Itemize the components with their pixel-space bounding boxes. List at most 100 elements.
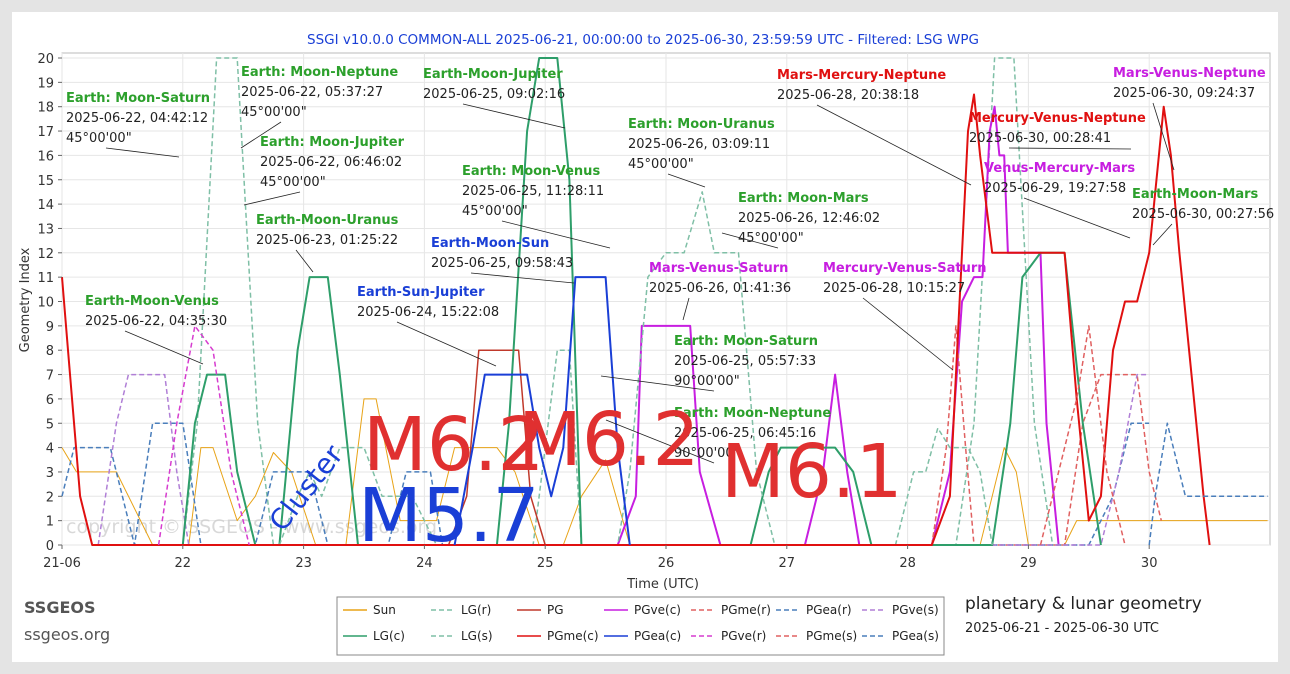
legend-item: PGve(s) [862, 603, 939, 617]
annotation: Earth-Moon-Mars 2025-06-30, 00:27:56 [1132, 187, 1274, 246]
y-tick-label: 2 [46, 490, 54, 505]
annotation-detail: 2025-06-30, 00:27:56 [1132, 207, 1274, 222]
side-range: 2025-06-21 - 2025-06-30 UTC [965, 621, 1159, 636]
y-tick-label: 3 [46, 466, 54, 481]
annotation: Venus-Mercury-Mars 2025-06-29, 19:27:58 [984, 161, 1135, 239]
annotation-title: Earth: Moon-Jupiter [260, 135, 405, 150]
legend-label: PGea(c) [634, 629, 681, 643]
y-tick-label: 18 [37, 101, 54, 116]
annotation-detail: 2025-06-25, 05:57:33 [674, 354, 816, 369]
annotation-title: Earth: Moon-Mars [738, 191, 869, 206]
annotation-detail: 45°00'00" [738, 231, 804, 246]
y-tick-label: 20 [37, 52, 54, 67]
legend-label: Sun [373, 603, 396, 617]
annotation: Mars-Venus-Neptune 2025-06-30, 09:24:37 [1113, 66, 1266, 171]
annotation-title: Earth-Moon-Uranus [256, 213, 399, 228]
series-line-sun [61, 398, 1268, 546]
annotation-title: Mercury-Venus-Saturn [823, 261, 987, 276]
annotation: Mercury-Venus-Saturn 2025-06-28, 10:15:27 [823, 261, 987, 371]
brand-name: SSGEOS [24, 598, 96, 617]
y-axis-label: Geometry Index [18, 247, 33, 352]
annotation-detail: 2025-06-26, 01:41:36 [649, 281, 791, 296]
annotation: Earth: Moon-Venus 2025-06-25, 11:28:11 45°… [462, 164, 611, 249]
annotation-detail: 2025-06-29, 19:27:58 [984, 181, 1126, 196]
magnitude-label: M6.2 [518, 397, 700, 483]
annotation-title: Earth-Moon-Venus [85, 294, 219, 309]
annotation-leader [124, 330, 204, 365]
annotation: Earth: Moon-Jupiter 2025-06-22, 06:46:02 4… [243, 135, 405, 206]
series-line-pgve-c [616, 105, 1060, 546]
annotation: Earth: Moon-Uranus 2025-06-26, 03:09:11 45… [628, 117, 775, 188]
annotation-detail: 2025-06-25, 09:58:43 [431, 256, 573, 271]
annotation-detail: 45°00'00" [241, 105, 307, 120]
y-tick-label: 15 [37, 174, 54, 189]
annotation-leader [240, 121, 282, 149]
annotation-leader [295, 249, 314, 273]
series-line-lg-c [98, 57, 1102, 546]
legend-item: PGve(r) [691, 629, 766, 643]
magnitude-label: M6.2 [363, 402, 545, 488]
legend-item: Sun [343, 603, 396, 617]
series-line-pgme-s [1039, 325, 1126, 546]
series-line-pgve-r [157, 325, 250, 546]
annotation: Mercury-Venus-Neptune 2025-06-30, 00:28:4… [969, 111, 1146, 150]
annotation-leader [605, 419, 715, 464]
legend: Sun LG(r) PG PGve(c) PGme(r) PGea(r) PGve(s) LG… [336, 596, 945, 656]
annotation-leader [862, 297, 954, 371]
chart-title: SSGI v10.0.0 COMMON-ALL 2025-06-21, 00:0… [307, 32, 979, 48]
annotation-detail: 2025-06-28, 20:38:18 [777, 88, 919, 103]
annotation-leader [682, 297, 690, 321]
y-tick-label: 11 [37, 271, 54, 286]
legend-item: PG [517, 603, 564, 617]
annotation: Mars-Mercury-Neptune 2025-06-28, 20:38:18 [777, 68, 972, 186]
annotation-title: Earth-Moon-Jupiter [423, 67, 563, 82]
legend-label: PGea(r) [806, 603, 852, 617]
annotation-title: Mars-Mercury-Neptune [777, 68, 946, 83]
series-line-pgea-s [1148, 422, 1268, 546]
annotation-detail: 90°00'00" [674, 374, 740, 389]
annotation-leader [1152, 223, 1173, 246]
annotation-leader [1023, 197, 1131, 239]
y-tick-label: 16 [37, 149, 54, 164]
annotation-leader [105, 147, 180, 158]
annotation-title: Earth: Moon-Uranus [628, 117, 775, 132]
annotation-leader [396, 321, 497, 367]
y-tick-label: 9 [46, 320, 54, 335]
annotation: Earth: Moon-Neptune 2025-06-25, 06:45:16 9… [605, 406, 831, 464]
annotation-title: Earth-Moon-Mars [1132, 187, 1258, 202]
annotation-leader [1152, 102, 1175, 171]
y-tick-label: 5 [46, 417, 54, 432]
legend-item: LG(c) [343, 629, 405, 643]
y-tick-label: 7 [46, 369, 54, 384]
annotation: Earth: Moon-Neptune 2025-06-22, 05:37:27 4… [240, 65, 398, 149]
annotation-leader [470, 272, 575, 284]
annotation-detail: 2025-06-30, 09:24:37 [1113, 86, 1255, 101]
legend-label: PGea(s) [892, 629, 939, 643]
brand-url[interactable]: ssgeos.org [24, 625, 111, 644]
annotation-title: Earth: Moon-Neptune [674, 406, 831, 421]
magnitude-label: M5.7 [358, 473, 540, 559]
y-tick-label: 19 [37, 76, 54, 91]
annotation-detail: 45°00'00" [66, 131, 132, 146]
annotation-detail: 90°00'00" [674, 446, 740, 461]
annotation-detail: 2025-06-26, 12:46:02 [738, 211, 880, 226]
annotation-detail: 2025-06-30, 00:28:41 [969, 131, 1111, 146]
legend-box [336, 596, 945, 656]
series-line-lg-s [278, 191, 993, 546]
annotation: Earth: Moon-Mars 2025-06-26, 12:46:02 45°0… [721, 191, 880, 249]
annotation: Earth-Moon-Uranus 2025-06-23, 01:25:22 [256, 213, 399, 273]
legend-label: PGme(s) [806, 629, 857, 643]
x-tick-label: 30 [1141, 556, 1158, 571]
annotation: Earth: Moon-Saturn 2025-06-22, 04:42:12 45… [66, 91, 210, 158]
annotation-layer: Earth: Moon-Saturn 2025-06-22, 04:42:12 45… [66, 65, 1274, 464]
legend-label: PG [547, 603, 564, 617]
legend-label: PGve(c) [634, 603, 681, 617]
annotation-leader [600, 375, 715, 392]
y-tick-label: 8 [46, 344, 54, 359]
annotation-detail: 2025-06-22, 05:37:27 [241, 85, 383, 100]
annotation: Earth: Moon-Saturn 2025-06-25, 05:57:33 90… [600, 334, 818, 392]
legend-item: PGme(c) [517, 629, 599, 643]
annotation: Earth-Sun-Jupiter 2025-06-24, 15:22:08 [357, 285, 499, 367]
annotation-title: Mercury-Venus-Neptune [969, 111, 1146, 126]
